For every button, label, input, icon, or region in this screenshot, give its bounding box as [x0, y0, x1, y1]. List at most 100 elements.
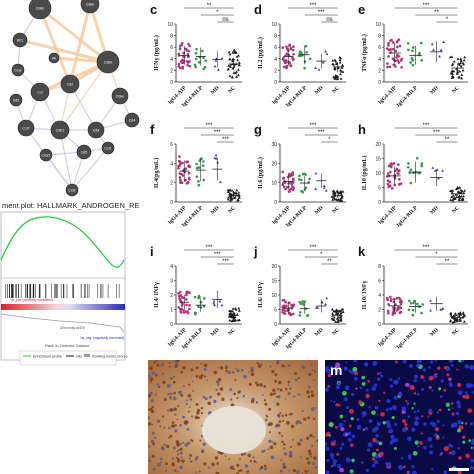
data-point [235, 75, 238, 78]
significance-label: *** [222, 259, 230, 265]
y-axis-label: IL10/ INFγ [362, 280, 368, 309]
data-point [341, 307, 345, 311]
significance-label: ** [207, 3, 212, 9]
data-point [461, 198, 465, 201]
data-point [412, 299, 416, 303]
data-point [340, 199, 344, 202]
data-point [185, 293, 188, 297]
x-tick-label: NC [331, 85, 341, 95]
data-point [448, 55, 452, 59]
data-point [235, 313, 239, 316]
data-point [325, 52, 329, 56]
data-point [195, 162, 198, 166]
data-point [291, 178, 295, 182]
data-point [339, 309, 343, 312]
data-point [308, 177, 311, 181]
data-point [459, 319, 462, 322]
panel-label-k: k [358, 244, 366, 259]
data-point [181, 174, 185, 177]
network-edge [71, 147, 109, 191]
y-tick-label: 20 [271, 161, 277, 167]
gsea-enrichment-curve [0, 216, 125, 268]
y-axis-label: IL6/ INFγ [258, 282, 264, 308]
data-point [185, 303, 188, 307]
network-node-label: Ccl7 [22, 127, 29, 131]
y-tick-label: 4 [274, 57, 277, 63]
data-point [458, 185, 462, 189]
data-point [283, 312, 287, 315]
data-point [187, 164, 191, 167]
data-point [454, 193, 458, 196]
data-point [389, 165, 393, 169]
data-point [213, 156, 217, 160]
data-point [451, 75, 455, 79]
data-point [461, 311, 465, 314]
gsea-legend-enrichment: Enrichment profile [33, 355, 62, 359]
data-point [306, 314, 310, 317]
panel-label-c: c [150, 2, 157, 17]
network-node-label: Ccl1 [104, 147, 111, 151]
y-tick-label: 2 [170, 293, 173, 299]
data-point [462, 320, 466, 323]
data-point [459, 188, 463, 191]
gsea-enrichment-plot: ment plot: HALLMARK_ANDROGEN_RESPONSE 'n… [0, 200, 171, 377]
data-point [301, 302, 305, 306]
data-point [193, 295, 197, 299]
data-point [386, 62, 389, 65]
data-point [453, 312, 457, 315]
data-point [194, 57, 198, 61]
data-point [429, 299, 432, 302]
data-point [392, 162, 396, 165]
y-tick-label: 0 [170, 200, 173, 206]
y-tick-label: 8 [274, 34, 277, 40]
scale-bar [449, 468, 469, 471]
data-point [388, 65, 392, 69]
x-tick-label: NC [451, 205, 461, 215]
data-point [431, 166, 435, 169]
data-point [438, 54, 441, 58]
gsea-legend [19, 350, 117, 366]
network-node-label: Cd5 [81, 151, 88, 155]
data-point [396, 59, 400, 62]
data-point [286, 309, 290, 313]
network-node-label: Ccl [37, 91, 42, 95]
data-point [204, 59, 208, 62]
data-point [177, 54, 181, 57]
data-point [457, 312, 460, 315]
data-point [339, 317, 343, 321]
data-point [300, 178, 303, 182]
network-node [39, 148, 53, 162]
data-point [332, 190, 336, 193]
data-point [227, 196, 230, 199]
y-tick-label: 2 [378, 68, 381, 74]
data-point [451, 194, 455, 197]
y-tick-label: 8 [378, 264, 381, 270]
data-point [455, 72, 459, 75]
data-point [337, 309, 341, 312]
data-point [201, 49, 204, 53]
data-point [287, 60, 291, 64]
data-point [289, 46, 293, 50]
data-point [335, 75, 339, 78]
data-point [411, 49, 414, 53]
significance-label: *** [318, 10, 326, 16]
data-point [228, 52, 232, 56]
data-point [395, 167, 399, 171]
data-point [409, 301, 413, 305]
data-point [177, 62, 181, 66]
data-point [214, 59, 218, 62]
data-point [337, 315, 341, 319]
data-point [304, 44, 308, 48]
data-point [459, 59, 463, 62]
data-point [335, 197, 338, 201]
data-point [194, 52, 198, 55]
significance-label: * [435, 252, 438, 258]
data-point [216, 160, 220, 164]
data-point [231, 307, 235, 310]
significance-label: *** [422, 3, 430, 9]
data-point [398, 178, 401, 181]
y-tick-label: 0 [274, 322, 277, 328]
data-point [399, 310, 403, 314]
